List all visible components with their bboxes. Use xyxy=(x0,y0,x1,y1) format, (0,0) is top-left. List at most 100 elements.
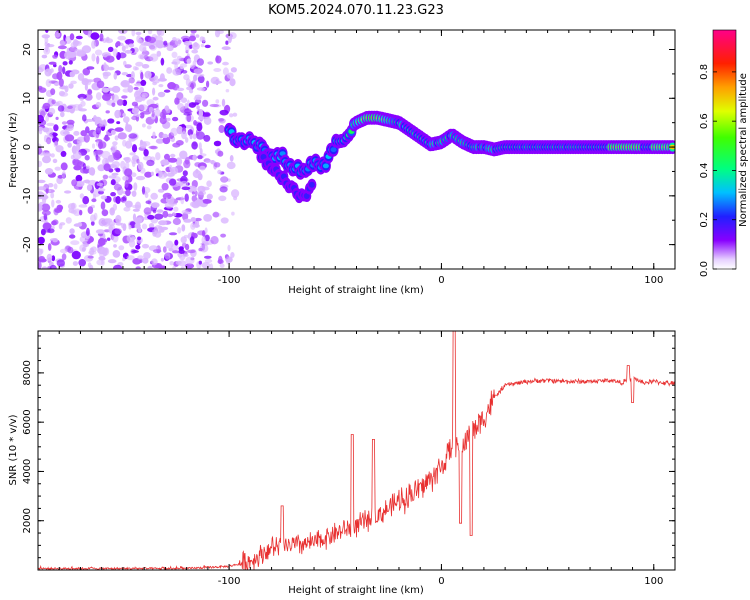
noise-blob xyxy=(83,243,90,248)
noise-blob xyxy=(120,222,124,229)
noise-blob xyxy=(159,30,165,36)
noise-blob xyxy=(164,202,174,209)
noise-blob xyxy=(149,53,159,62)
noise-blob xyxy=(107,66,115,71)
noise-blob xyxy=(161,182,169,191)
noise-blob xyxy=(87,255,94,259)
noise-blob xyxy=(168,232,178,236)
noise-blob xyxy=(38,160,43,168)
noise-blob xyxy=(174,38,182,46)
colorbar-tick-label: 0.4 xyxy=(699,162,710,178)
noise-blob xyxy=(204,44,211,49)
noise-blob xyxy=(137,236,142,241)
noise-blob xyxy=(45,44,49,53)
noise-blob xyxy=(53,141,59,148)
noise-blob xyxy=(196,122,203,132)
noise-blob xyxy=(229,155,234,162)
noise-blob xyxy=(128,77,135,84)
noise-blob xyxy=(82,114,87,122)
noise-blob xyxy=(107,46,114,53)
noise-blob xyxy=(131,30,136,37)
noise-blob xyxy=(82,163,87,170)
noise-blob xyxy=(55,145,64,153)
snr-series-line xyxy=(38,331,675,570)
noise-blob xyxy=(47,228,55,234)
noise-blob xyxy=(42,155,51,164)
noise-blob xyxy=(97,164,106,172)
noise-blob xyxy=(128,133,138,139)
noise-blob xyxy=(52,54,58,59)
noise-blob xyxy=(155,152,161,161)
noise-blob xyxy=(105,110,110,114)
noise-blob xyxy=(182,170,188,177)
noise-blob xyxy=(148,145,157,149)
noise-blob xyxy=(192,133,197,140)
noise-blob xyxy=(192,169,202,179)
noise-blob xyxy=(169,164,173,171)
noise-blob xyxy=(124,161,130,170)
noise-blob xyxy=(207,61,214,65)
noise-blob xyxy=(187,185,197,193)
noise-blob xyxy=(41,34,50,39)
noise-blob xyxy=(76,138,82,144)
noise-blob xyxy=(227,244,231,252)
noise-blob xyxy=(59,40,66,47)
noise-blob xyxy=(226,72,234,79)
noise-blob xyxy=(114,109,121,119)
noise-blob xyxy=(49,264,57,269)
noise-blob xyxy=(179,150,188,160)
noise-blob xyxy=(94,134,100,139)
noise-blob xyxy=(70,42,76,49)
noise-blob xyxy=(165,240,174,249)
noise-blob xyxy=(177,103,185,111)
noise-blob xyxy=(91,143,96,149)
noise-blob xyxy=(68,83,74,89)
noise-blob xyxy=(221,46,231,51)
noise-blob xyxy=(206,80,210,88)
noise-blob xyxy=(114,135,119,141)
noise-blob xyxy=(138,216,143,221)
noise-blob xyxy=(100,201,106,210)
noise-blob xyxy=(96,55,100,65)
noise-blob xyxy=(180,35,191,41)
noise-blob xyxy=(187,129,193,136)
noise-blob xyxy=(185,137,189,143)
noise-blob xyxy=(53,124,59,132)
noise-blob xyxy=(183,159,191,169)
noise-blob xyxy=(143,155,152,161)
noise-blob xyxy=(121,95,128,99)
noise-blob xyxy=(53,183,58,190)
noise-blob xyxy=(162,133,168,139)
noise-blob xyxy=(141,223,148,230)
noise-blob xyxy=(133,182,138,191)
y-tick-label: 4000 xyxy=(22,459,33,484)
noise-blob xyxy=(113,244,117,248)
noise-blob xyxy=(58,65,63,74)
noise-blob xyxy=(50,192,55,199)
noise-blob xyxy=(145,200,152,204)
noise-blob xyxy=(59,248,68,254)
noise-blob xyxy=(114,228,122,235)
noise-blob xyxy=(73,223,82,227)
noise-blob xyxy=(141,64,150,69)
noise-blob xyxy=(185,44,190,53)
noise-blob xyxy=(117,132,127,140)
noise-blob xyxy=(192,224,200,228)
noise-blob xyxy=(148,106,154,113)
noise-blob xyxy=(141,243,150,249)
noise-blob xyxy=(58,78,64,87)
noise-blob xyxy=(177,227,182,234)
noise-blob xyxy=(133,86,139,90)
noise-blob xyxy=(198,247,203,252)
noise-blob xyxy=(141,94,146,102)
noise-blob xyxy=(78,204,88,208)
noise-blob xyxy=(73,40,80,45)
noise-blob xyxy=(213,68,222,72)
y-tick-label: 0 xyxy=(22,144,33,150)
noise-blob xyxy=(54,82,60,87)
noise-blob xyxy=(59,222,66,226)
noise-blob xyxy=(43,152,52,158)
noise-blob xyxy=(187,249,196,254)
noise-blob xyxy=(158,220,168,226)
